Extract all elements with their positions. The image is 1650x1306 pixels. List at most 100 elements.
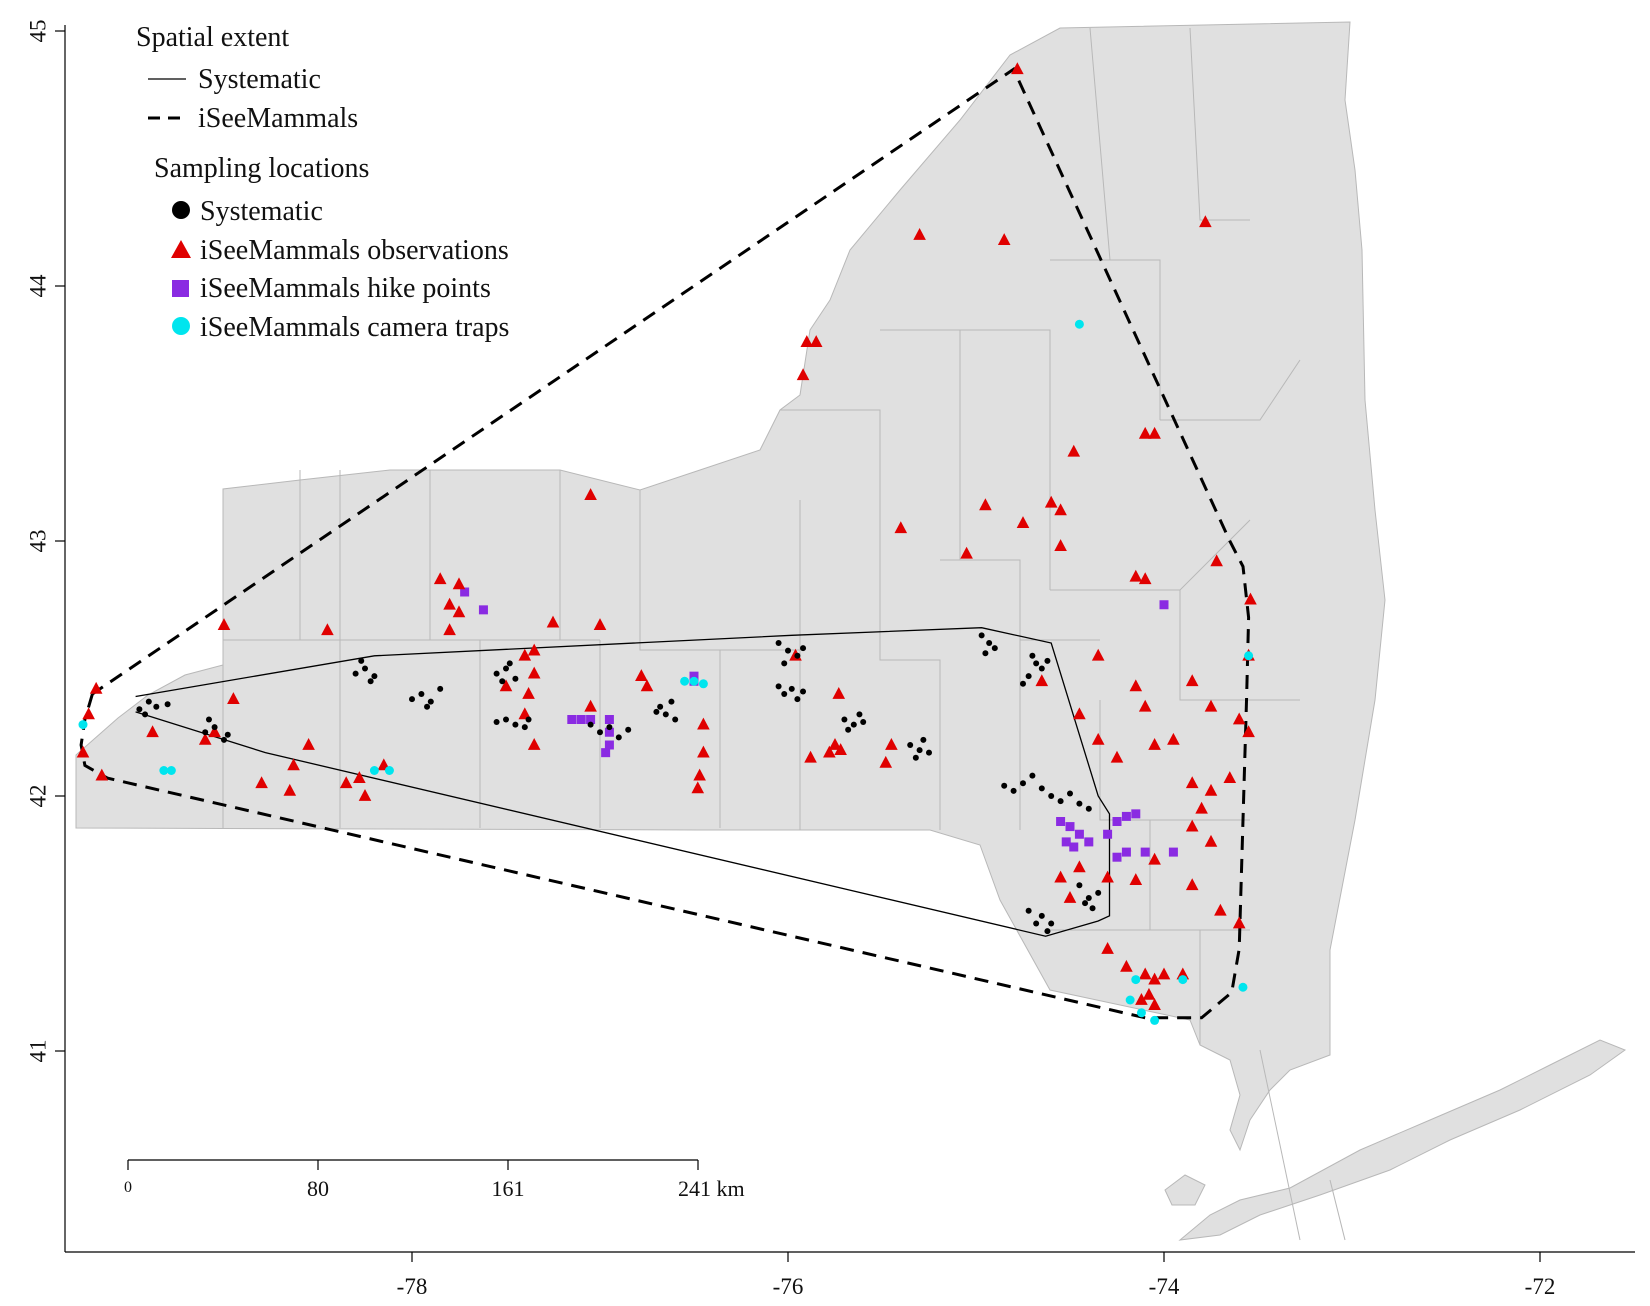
observation-point [1129,679,1143,692]
systematic-point [1089,905,1096,912]
observation-point [499,679,513,692]
land-layer [75,21,1627,1241]
observation-point [339,776,353,789]
observation-point [828,738,842,750]
observation-point [227,692,240,704]
observation-point [796,368,810,381]
observation-point [697,717,710,730]
observation-point [804,750,817,763]
observation-point [997,233,1011,245]
systematic-point [499,678,506,685]
camera-trap-point [1178,975,1188,985]
hike-point [460,587,470,597]
systematic-point [1001,782,1008,789]
scale-label-0: 0 [124,1179,132,1196]
observation-point [76,745,90,758]
camera-trap-point [1238,982,1248,992]
observation-point [1210,554,1223,567]
camera-trap-point [384,766,394,775]
observation-point [1185,776,1199,789]
legend-extent-title: Spatial extent [136,22,289,53]
observation-point [1204,834,1218,847]
systematic-point [978,632,985,639]
systematic-point [512,721,519,728]
systematic-point [1020,780,1026,787]
legend: Spatial extent Systematic iSeeMammals Sa… [136,22,509,343]
systematic-point [153,703,160,710]
systematic-point [775,683,782,690]
camera-trap-point [698,679,708,689]
observation-point [584,488,597,500]
observation-point [358,789,372,801]
x-tick-label: -72 [1525,1274,1556,1299]
systematic-point [136,706,143,713]
observation-point [1129,873,1143,886]
hike-point [1112,852,1122,862]
y-tick-label: 44 [25,274,50,298]
systematic-point [493,719,500,726]
hike-point [1112,817,1122,826]
systematic-point [1038,785,1045,792]
y-tick-label: 42 [25,785,50,808]
observation-point [1157,967,1171,980]
observation-point [443,597,456,610]
observation-point [800,335,814,347]
systematic-point [907,742,914,748]
observation-point [452,577,466,590]
observation-point [1142,987,1156,1000]
observation-point [433,572,447,585]
x-tick-label: -78 [397,1274,428,1299]
observation-point [1148,852,1161,865]
observation-point [1214,903,1227,916]
systematic-point [1025,907,1032,914]
observation-point [1067,444,1081,457]
camera-trap-point [1136,1008,1146,1018]
y-tick-label: 43 [25,530,50,553]
x-tick-label: -74 [1149,1274,1180,1299]
observation-point [546,615,560,628]
systematic-point [781,691,788,697]
systematic-point [437,685,444,692]
scale-label-241: 241 km [678,1176,745,1201]
observation-point [527,666,541,679]
systematic-point [521,724,528,731]
scale-label-80: 80 [307,1176,329,1201]
observation-point [1011,62,1024,75]
y-tick-label: 45 [25,20,50,43]
systematic-point [916,747,923,754]
systematic-point [788,685,795,692]
systematic-point [794,652,801,659]
systematic-point [672,716,679,723]
legend-extent-iseemammals: iSeeMammals [198,103,358,134]
hike-point [1056,817,1066,826]
observation-point [208,725,221,738]
camera-trap-point [159,766,169,775]
observation-point [518,707,532,720]
legend-camera-dot-swatch [172,317,190,335]
observation-point [1054,539,1067,551]
observation-point [1138,426,1152,439]
camera-trap-point [166,766,176,775]
systematic-point [1038,912,1045,919]
systematic-point [781,660,788,667]
observation-point [527,643,541,656]
observation-point [302,738,315,750]
observation-point [321,623,334,636]
observation-point [1232,916,1246,929]
hike-point [1074,829,1084,839]
observation-point [1195,801,1208,814]
observation-point [255,776,268,789]
new-york-state [75,21,1386,1152]
hike-point [604,715,614,724]
observation-point [1167,732,1180,745]
systematic-point [800,688,807,695]
systematic-extent-line [135,627,1111,937]
systematic-point [211,724,218,731]
hike-point [576,715,586,724]
observation-point [1135,993,1148,1005]
observation-point [82,707,95,720]
observation-point [1044,495,1058,508]
hike-point [1121,811,1131,821]
systematic-point [615,734,622,741]
